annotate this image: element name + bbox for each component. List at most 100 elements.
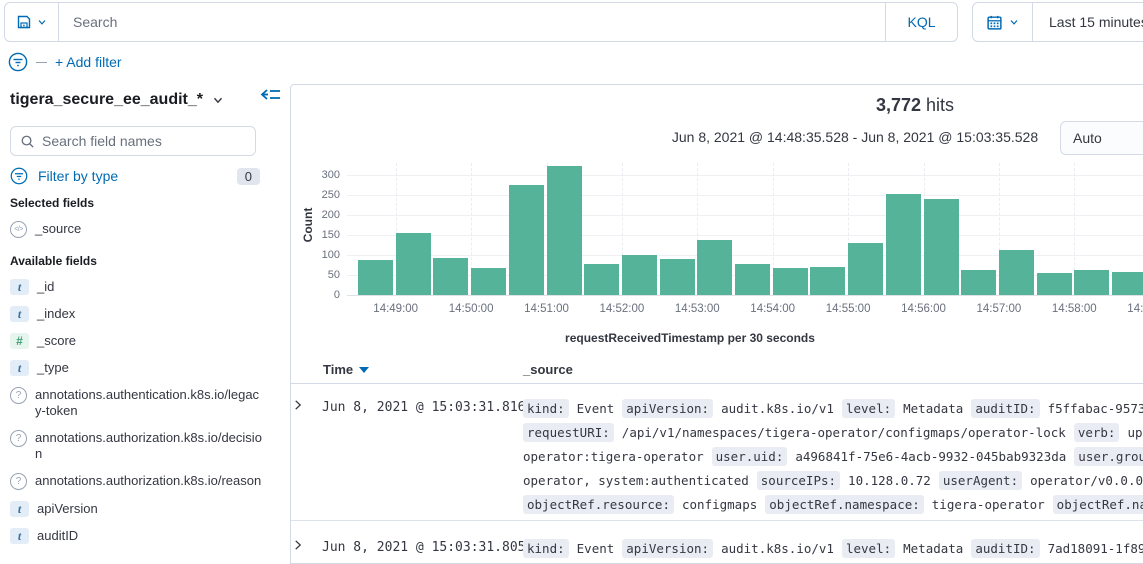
histogram-bar[interactable]: [923, 199, 959, 295]
field-name: _id: [37, 279, 55, 294]
time-range-button[interactable]: Last 15 minutes: [1049, 14, 1143, 30]
kql-button[interactable]: KQL: [885, 3, 957, 41]
filter-count-badge: 0: [236, 167, 260, 185]
available-fields-heading: Available fields: [10, 254, 97, 268]
y-axis-tick: 200: [321, 209, 340, 221]
column-header-time[interactable]: Time: [323, 362, 370, 377]
y-axis-tick: 50: [327, 269, 340, 281]
row-source-cell: kind: Event apiVersion: audit.k8s.io/v1 leve…: [523, 396, 1143, 516]
selected-fields-list: </> _source: [10, 221, 274, 238]
histogram-bar[interactable]: [508, 185, 544, 295]
x-axis-tick: 14:57:00: [976, 303, 1022, 315]
column-header-source: _source: [523, 362, 573, 377]
field-search-input[interactable]: [42, 133, 246, 149]
y-axis-label: Count: [301, 207, 315, 243]
histogram-bar[interactable]: [621, 255, 657, 295]
source-field-value: Metadata: [903, 400, 964, 416]
source-field-icon: </>: [10, 221, 27, 238]
histogram-bar[interactable]: [471, 268, 507, 295]
expand-row-icon[interactable]: [292, 539, 306, 553]
source-field-value: Event: [576, 540, 615, 556]
expand-row-icon[interactable]: [292, 399, 306, 413]
number-field-icon: #: [10, 333, 29, 349]
x-axis-tick: 14:56:00: [901, 303, 946, 315]
filter-by-type-button[interactable]: Filter by type: [38, 168, 119, 184]
field-item-annotations.authorization.k8s.io/decision[interactable]: ? annotations.authorization.k8s.io/decisi…: [10, 430, 274, 462]
string-field-icon: t: [10, 528, 29, 544]
search-icon: [20, 134, 35, 149]
source-field-badge: objectRef.name:: [1052, 494, 1143, 514]
source-field-badge: apiVersion:: [622, 398, 714, 418]
field-item-_source[interactable]: </> _source: [10, 221, 274, 238]
y-axis-tick: 100: [321, 249, 340, 261]
search-input[interactable]: [59, 3, 885, 41]
collapse-sidebar-button[interactable]: [260, 86, 284, 106]
table-row-divider: [291, 520, 1143, 521]
source-field-value: operator:tigera-operator: [523, 448, 704, 464]
histogram-bar[interactable]: [395, 233, 431, 295]
discover-sidebar: tigera_secure_ee_audit_* Filter by type …: [0, 84, 284, 557]
source-field-badge: level:: [841, 538, 896, 558]
index-pattern-selector[interactable]: tigera_secure_ee_audit_*: [10, 88, 274, 112]
string-field-icon: t: [10, 501, 29, 517]
histogram-bar[interactable]: [584, 264, 620, 295]
save-query-button[interactable]: [5, 3, 59, 41]
field-item-_id[interactable]: t _id: [10, 279, 274, 295]
filter-divider: [36, 61, 47, 63]
query-bar: KQL: [4, 2, 958, 42]
source-field-value: audit.k8s.io/v1: [721, 400, 834, 416]
field-item-auditID[interactable]: t auditID: [10, 528, 274, 544]
histogram-bar[interactable]: [735, 264, 770, 295]
field-item-_index[interactable]: t _index: [10, 306, 274, 322]
histogram-bar[interactable]: [546, 166, 582, 295]
chart-gridline-vertical: [772, 163, 774, 295]
x-axis-tick: 14:49:00: [373, 303, 419, 315]
chart-gridline-vertical: [395, 163, 397, 295]
histogram-bar[interactable]: [1074, 270, 1110, 295]
histogram-bar[interactable]: [885, 194, 921, 295]
source-field-badge: sourceIPs:: [756, 470, 841, 490]
available-fields-list: t _id t _index # _score t _type? annotations.aut…: [10, 279, 274, 544]
x-axis-title: requestReceivedTimestamp per 30 seconds: [565, 331, 815, 345]
unknown-field-icon: ?: [10, 387, 27, 404]
field-item-annotations.authorization.k8s.io/reason[interactable]: ? annotations.authorization.k8s.io/reason: [10, 473, 274, 490]
histogram-bar[interactable]: [433, 258, 469, 295]
field-item-apiVersion[interactable]: t apiVersion: [10, 501, 274, 517]
source-field-value: Metadata: [903, 540, 964, 556]
source-field-value: /api/v1/namespaces/tigera-operator/confi…: [621, 424, 1066, 440]
filter-icon[interactable]: [8, 52, 28, 72]
histogram-bar[interactable]: [1112, 272, 1143, 295]
x-axis-tick: 14:59:00: [1127, 303, 1143, 315]
histogram-bar[interactable]: [659, 259, 695, 295]
source-field-badge: level:: [841, 398, 896, 418]
field-item-_score[interactable]: # _score: [10, 333, 274, 349]
field-item-_type[interactable]: t _type: [10, 360, 274, 376]
source-field-badge: kind:: [523, 538, 569, 558]
histogram-bar[interactable]: [697, 240, 733, 295]
selected-fields-heading: Selected fields: [10, 196, 95, 210]
field-name: auditID: [37, 528, 79, 543]
histogram-bar[interactable]: [848, 243, 884, 295]
add-filter-button[interactable]: + Add filter: [55, 54, 122, 70]
interval-select[interactable]: Auto: [1060, 121, 1143, 155]
source-field-value: operator, system:authenticated: [523, 472, 749, 488]
date-quick-select-button[interactable]: [973, 3, 1033, 41]
source-field-badge: user.groups:: [1074, 446, 1143, 466]
histogram-bar[interactable]: [1036, 273, 1072, 295]
histogram-bar[interactable]: [358, 260, 393, 295]
unknown-field-icon: ?: [10, 430, 27, 447]
chart-gridline-vertical: [471, 163, 473, 295]
chart-gridline-vertical: [697, 163, 699, 295]
unknown-field-icon: ?: [10, 473, 27, 490]
field-item-annotations.authentication.k8s.io/legacy-token[interactable]: ? annotations.authentication.k8s.io/legac…: [10, 387, 274, 419]
date-picker: Last 15 minutes: [972, 2, 1143, 42]
x-axis-tick: 14:54:00: [750, 303, 796, 315]
time-range-display: Jun 8, 2021 @ 14:48:35.528 - Jun 8, 2021…: [671, 129, 1039, 145]
histogram-bar[interactable]: [998, 250, 1034, 295]
histogram-bar[interactable]: [810, 267, 846, 295]
time-column-label: Time: [323, 362, 354, 377]
histogram-bar[interactable]: [772, 268, 808, 295]
filter-by-type-row: Filter by type 0: [10, 166, 274, 186]
chevron-down-icon: [1008, 16, 1020, 28]
histogram-bar[interactable]: [961, 270, 997, 295]
